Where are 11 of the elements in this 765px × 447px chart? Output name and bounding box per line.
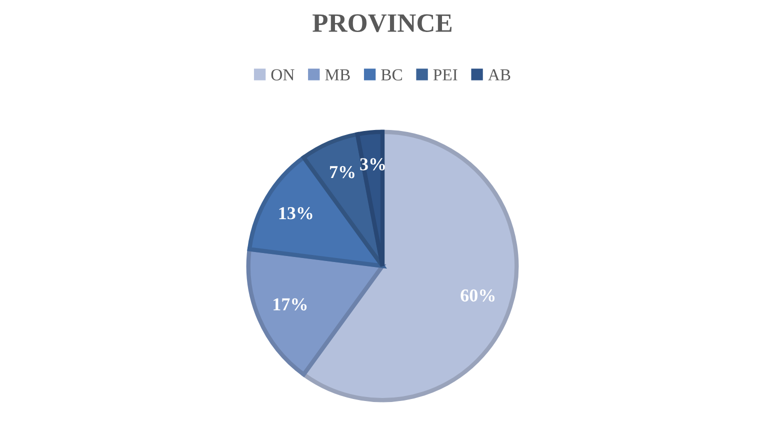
legend-label: ON bbox=[271, 69, 294, 80]
chart-title: PROVINCE bbox=[312, 14, 452, 32]
data-label: 17% bbox=[274, 298, 307, 310]
data-label: 13% bbox=[279, 207, 312, 220]
legend-label: PEI bbox=[433, 69, 458, 80]
legend-label: MB bbox=[325, 69, 350, 80]
data-label: 7% bbox=[330, 166, 354, 178]
legend-label: BC bbox=[381, 69, 402, 80]
data-label: 3% bbox=[360, 158, 385, 170]
data-label: 60% bbox=[460, 289, 495, 302]
legend-label: AB bbox=[488, 69, 510, 80]
